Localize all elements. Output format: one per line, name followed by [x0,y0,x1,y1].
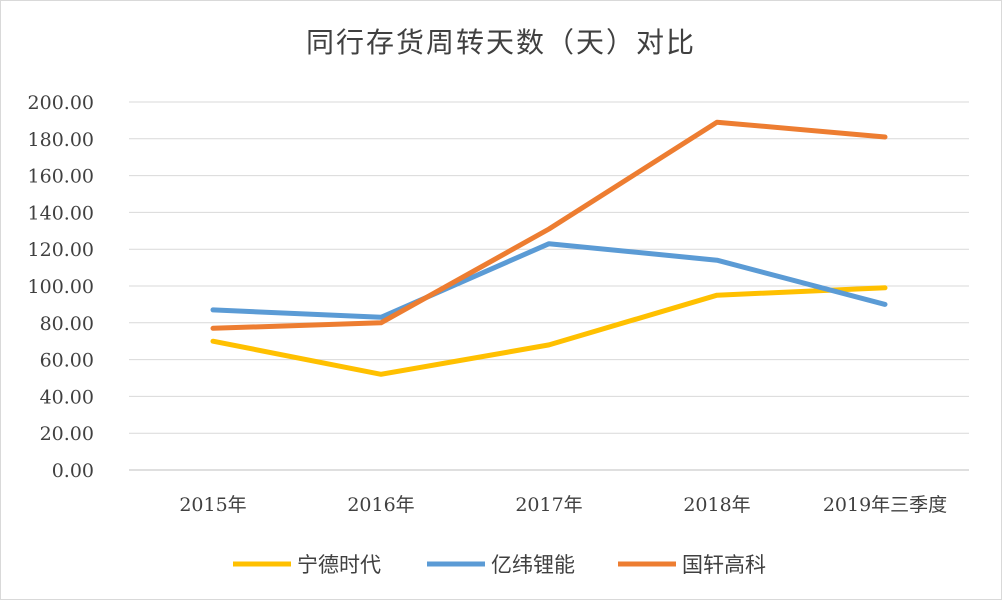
gridlines [129,101,969,471]
y-tick-label: 0.00 [52,460,94,482]
x-tick-label: 2015年 [179,494,246,516]
y-tick-label: 160.00 [28,166,94,188]
y-tick-label: 100.00 [28,276,94,298]
y-tick-label: 80.00 [40,313,94,335]
series-line [210,119,888,331]
y-tick-label: 20.00 [40,423,94,445]
x-axis-ticks: 2015年 2016年 2017年 2018年 2019年三季度 [179,494,947,516]
legend: 宁德时代 亿纬锂能 国轩高科 [233,553,766,577]
x-tick-label: 2017年 [515,494,582,516]
y-tick-label: 60.00 [40,350,94,372]
y-tick-label: 120.00 [28,239,94,261]
series-line [210,285,888,377]
y-tick-label: 140.00 [28,202,94,224]
y-tick-label: 180.00 [28,129,94,151]
x-tick-label: 2016年 [347,494,414,516]
legend-label: 宁德时代 [297,553,381,577]
chart-title: 同行存货周转天数（天）对比 [305,26,696,59]
x-tick-label: 2019年三季度 [823,494,947,516]
legend-label: 亿纬锂能 [491,553,575,577]
y-tick-label: 200.00 [28,92,94,114]
x-tick-label: 2018年 [683,494,750,516]
series-lines [210,119,888,377]
legend-label: 国轩高科 [682,553,766,577]
y-axis-ticks: 0.00 20.00 40.00 60.00 80.00 100.00 120.00 140.… [28,92,94,482]
series-line [210,241,888,320]
y-tick-label: 40.00 [40,386,94,408]
